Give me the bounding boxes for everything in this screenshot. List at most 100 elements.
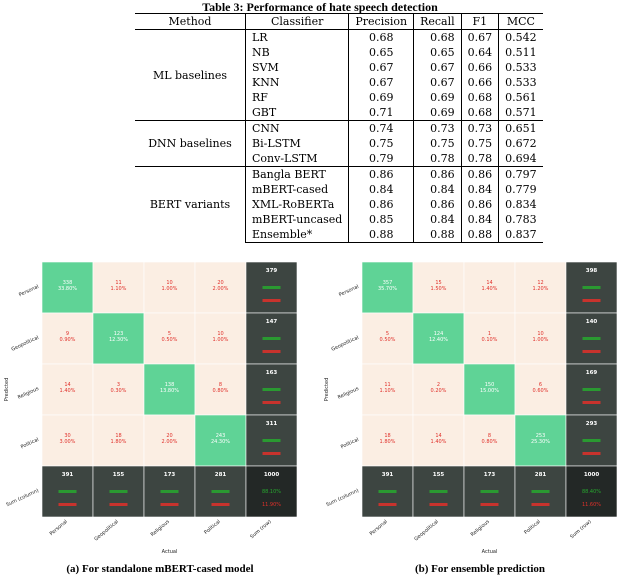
classifier-cell: Ensemble*: [244, 227, 349, 243]
recall-cell: 0.73: [413, 120, 462, 136]
cell-count: 12: [537, 280, 543, 286]
col-tick-label: Religious: [150, 519, 171, 538]
diagonal-cell: [143, 363, 196, 416]
precision-cell: 0.67: [348, 75, 414, 90]
sum-count: 391: [62, 472, 74, 478]
table-row: mBERT-cased 0.84 0.84 0.84 0.779: [135, 182, 543, 197]
cell-count: 14: [486, 280, 492, 286]
method-cell: ML baselines: [135, 29, 246, 121]
precision-cell: 0.84: [348, 182, 414, 197]
cell-count: 150: [485, 382, 495, 388]
sum-count: 155: [433, 472, 445, 478]
table-row: RF 0.69 0.69 0.68 0.561: [135, 90, 543, 105]
cell-percent: 12.30%: [109, 337, 128, 343]
cell-count: 14: [435, 433, 441, 439]
recall-cell: 0.84: [413, 182, 462, 197]
sum-error-mark: [262, 452, 281, 455]
cell-count: 5: [168, 331, 171, 337]
header-f1: F1: [460, 13, 499, 30]
diagonal-cell: [361, 261, 414, 314]
y-axis-label: Predicted: [4, 378, 10, 401]
sum-error-mark: [58, 503, 77, 506]
sum-correct-mark: [262, 439, 281, 442]
mcc-cell: 0.533: [498, 75, 543, 90]
recall-cell: 0.84: [413, 212, 462, 227]
cell-count: 8: [219, 382, 222, 388]
sum-count: 311: [266, 421, 278, 427]
cell-count: 1: [488, 331, 491, 337]
cell-count: 10: [537, 331, 543, 337]
classifier-cell: LR: [244, 29, 349, 45]
precision-cell: 0.88: [348, 227, 414, 243]
precision-cell: 0.65: [348, 45, 414, 60]
cell-count: 18: [384, 433, 390, 439]
cell-count: 253: [536, 433, 546, 439]
row-tick-label: Personal: [18, 284, 40, 298]
table-caption: Table 3: Performance of hate speech dete…: [202, 0, 438, 14]
cell-percent: 0.50%: [380, 337, 396, 343]
recall-cell: 0.88: [413, 227, 462, 243]
offdiagonal-cell: [92, 414, 145, 467]
table-row: BERT variants Bangla BERT 0.86 0.86 0.86 0.79…: [135, 166, 543, 243]
precision-cell: 0.68: [348, 29, 414, 45]
sum-error-mark: [211, 503, 230, 506]
sum-error-mark: [531, 503, 550, 506]
offdiagonal-cell: [41, 363, 94, 416]
f1-cell: 0.73: [460, 120, 499, 136]
cell-count: 20: [217, 280, 223, 286]
offdiagonal-cell: [194, 312, 247, 365]
cell-percent: 1.50%: [431, 286, 447, 292]
offdiagonal-cell: [361, 312, 414, 365]
sum-correct-mark: [160, 490, 179, 493]
f1-cell: 0.88: [460, 227, 499, 243]
classifier-cell: GBT: [244, 105, 349, 121]
table-row: XML-RoBERTa 0.86 0.86 0.86 0.834: [135, 197, 543, 212]
classifier-cell: NB: [244, 45, 349, 60]
col-tick-label: Sum (row): [249, 519, 273, 540]
cell-count: 10: [166, 280, 172, 286]
method-cell: DNN baselines: [135, 120, 246, 167]
sum-error-mark: [109, 503, 128, 506]
cell-percent: 0.80%: [482, 439, 498, 445]
cell-percent: 1.40%: [431, 439, 447, 445]
diagonal-cell: [41, 261, 94, 314]
performance-table: Method Classifier Precision Recall F1 MC…: [135, 13, 543, 243]
mcc-cell: 0.651: [498, 120, 543, 136]
col-tick-label: Personal: [49, 519, 69, 537]
cell-percent: 0.20%: [431, 388, 447, 394]
sum-correct-mark: [531, 490, 550, 493]
x-axis-label: Actual: [482, 549, 498, 555]
table-row: SVM 0.67 0.67 0.66 0.533: [135, 60, 543, 75]
x-axis-label: Actual: [162, 549, 178, 555]
cell-count: 30: [64, 433, 70, 439]
sum-correct-mark: [582, 439, 601, 442]
f1-cell: 0.75: [460, 136, 499, 151]
classifier-cell: Bangla BERT: [244, 166, 349, 182]
cell-percent: 0.80%: [213, 388, 229, 394]
recall-cell: 0.69: [413, 105, 462, 121]
offdiagonal-cell: [92, 261, 145, 314]
sum-error-mark: [582, 452, 601, 455]
sum-error-mark: [262, 299, 281, 302]
sum-error-mark: [262, 350, 281, 353]
offdiagonal-cell: [361, 414, 414, 467]
mcc-cell: 0.672: [498, 136, 543, 151]
sum-error-mark: [160, 503, 179, 506]
offdiagonal-cell: [412, 261, 465, 314]
classifier-cell: SVM: [244, 60, 349, 75]
f1-cell: 0.66: [460, 75, 499, 90]
sum-error-mark: [378, 503, 397, 506]
offdiagonal-cell: [194, 363, 247, 416]
sum-count: 173: [484, 472, 496, 478]
sum-error-mark: [262, 401, 281, 404]
table-header-row: Method Classifier Precision Recall F1 MC…: [135, 13, 543, 30]
cell-count: 243: [216, 433, 226, 439]
diagonal-cell: [92, 312, 145, 365]
cell-count: 18: [115, 433, 121, 439]
col-tick-label: Political: [203, 519, 222, 536]
overall-accuracy: 88.40%: [582, 489, 601, 495]
precision-cell: 0.86: [348, 166, 414, 182]
cell-percent: 1.00%: [213, 337, 229, 343]
cell-percent: 2.00%: [162, 439, 178, 445]
sum-error-mark: [480, 503, 499, 506]
